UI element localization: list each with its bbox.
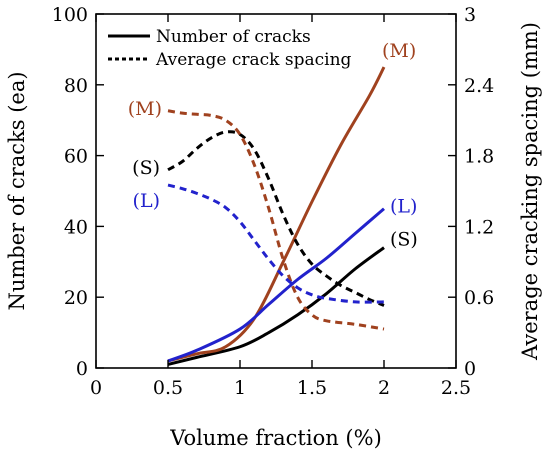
- legend: Number of cracks Average crack spacing: [108, 27, 352, 70]
- y2-tick-label: 2.4: [464, 75, 494, 97]
- series-cracks-s: [167, 246, 385, 366]
- x-tick-label: 1: [234, 377, 246, 399]
- y2-tick-label: 1.8: [464, 146, 494, 168]
- y-tick-label: 80: [64, 75, 88, 97]
- x-tick-label: 2: [378, 377, 390, 399]
- series-label-l: (L): [390, 196, 417, 218]
- series-cracks-m: [167, 66, 386, 363]
- series-spacing-s: [167, 130, 385, 307]
- series-label-s: (S): [132, 157, 160, 179]
- y-axis-title: Number of cracks (ea): [5, 71, 29, 310]
- series-label-s: (S): [390, 229, 418, 251]
- y2-tick-label: 1.2: [464, 216, 494, 238]
- y2-axis-title: Average cracking spacing (mm): [518, 22, 542, 361]
- series-labels: (S) (M) (L) (M) (L) (S): [128, 40, 418, 251]
- x-tick-label: 0.5: [153, 377, 183, 399]
- y-tick-label: 60: [64, 146, 88, 168]
- x-axis-title: Volume fraction (%): [169, 426, 382, 450]
- x-tick-label: 0: [90, 377, 102, 399]
- y-tick-label: 40: [64, 216, 88, 238]
- legend-label-spacing: Average crack spacing: [155, 50, 352, 70]
- y2-tick-label: 3: [464, 4, 476, 26]
- series-label-m: (M): [128, 98, 162, 120]
- y-tick-label: 0: [76, 358, 88, 380]
- series-label-l: (L): [133, 190, 160, 212]
- series-label-m: (M): [382, 40, 416, 62]
- y2-tick-label: 0.6: [464, 287, 494, 309]
- y2-tick-label: 0: [464, 358, 476, 380]
- y-tick-label: 20: [64, 287, 88, 309]
- legend-label-cracks: Number of cracks: [156, 27, 311, 47]
- x-tick-label: 2.5: [441, 377, 471, 399]
- series-layer: [167, 66, 386, 366]
- axes-layer: [95, 13, 457, 369]
- series-spacing-m: [167, 109, 385, 331]
- y-tick-label: 100: [52, 4, 88, 26]
- series-cracks-l: [167, 207, 385, 363]
- series-spacing-l: [167, 183, 385, 304]
- x-tick-label: 1.5: [297, 377, 327, 399]
- plot-frame: [95, 13, 457, 369]
